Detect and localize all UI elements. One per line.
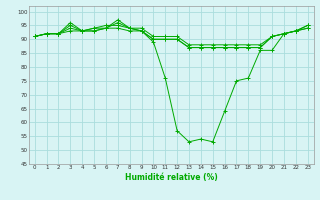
X-axis label: Humidité relative (%): Humidité relative (%) — [125, 173, 218, 182]
